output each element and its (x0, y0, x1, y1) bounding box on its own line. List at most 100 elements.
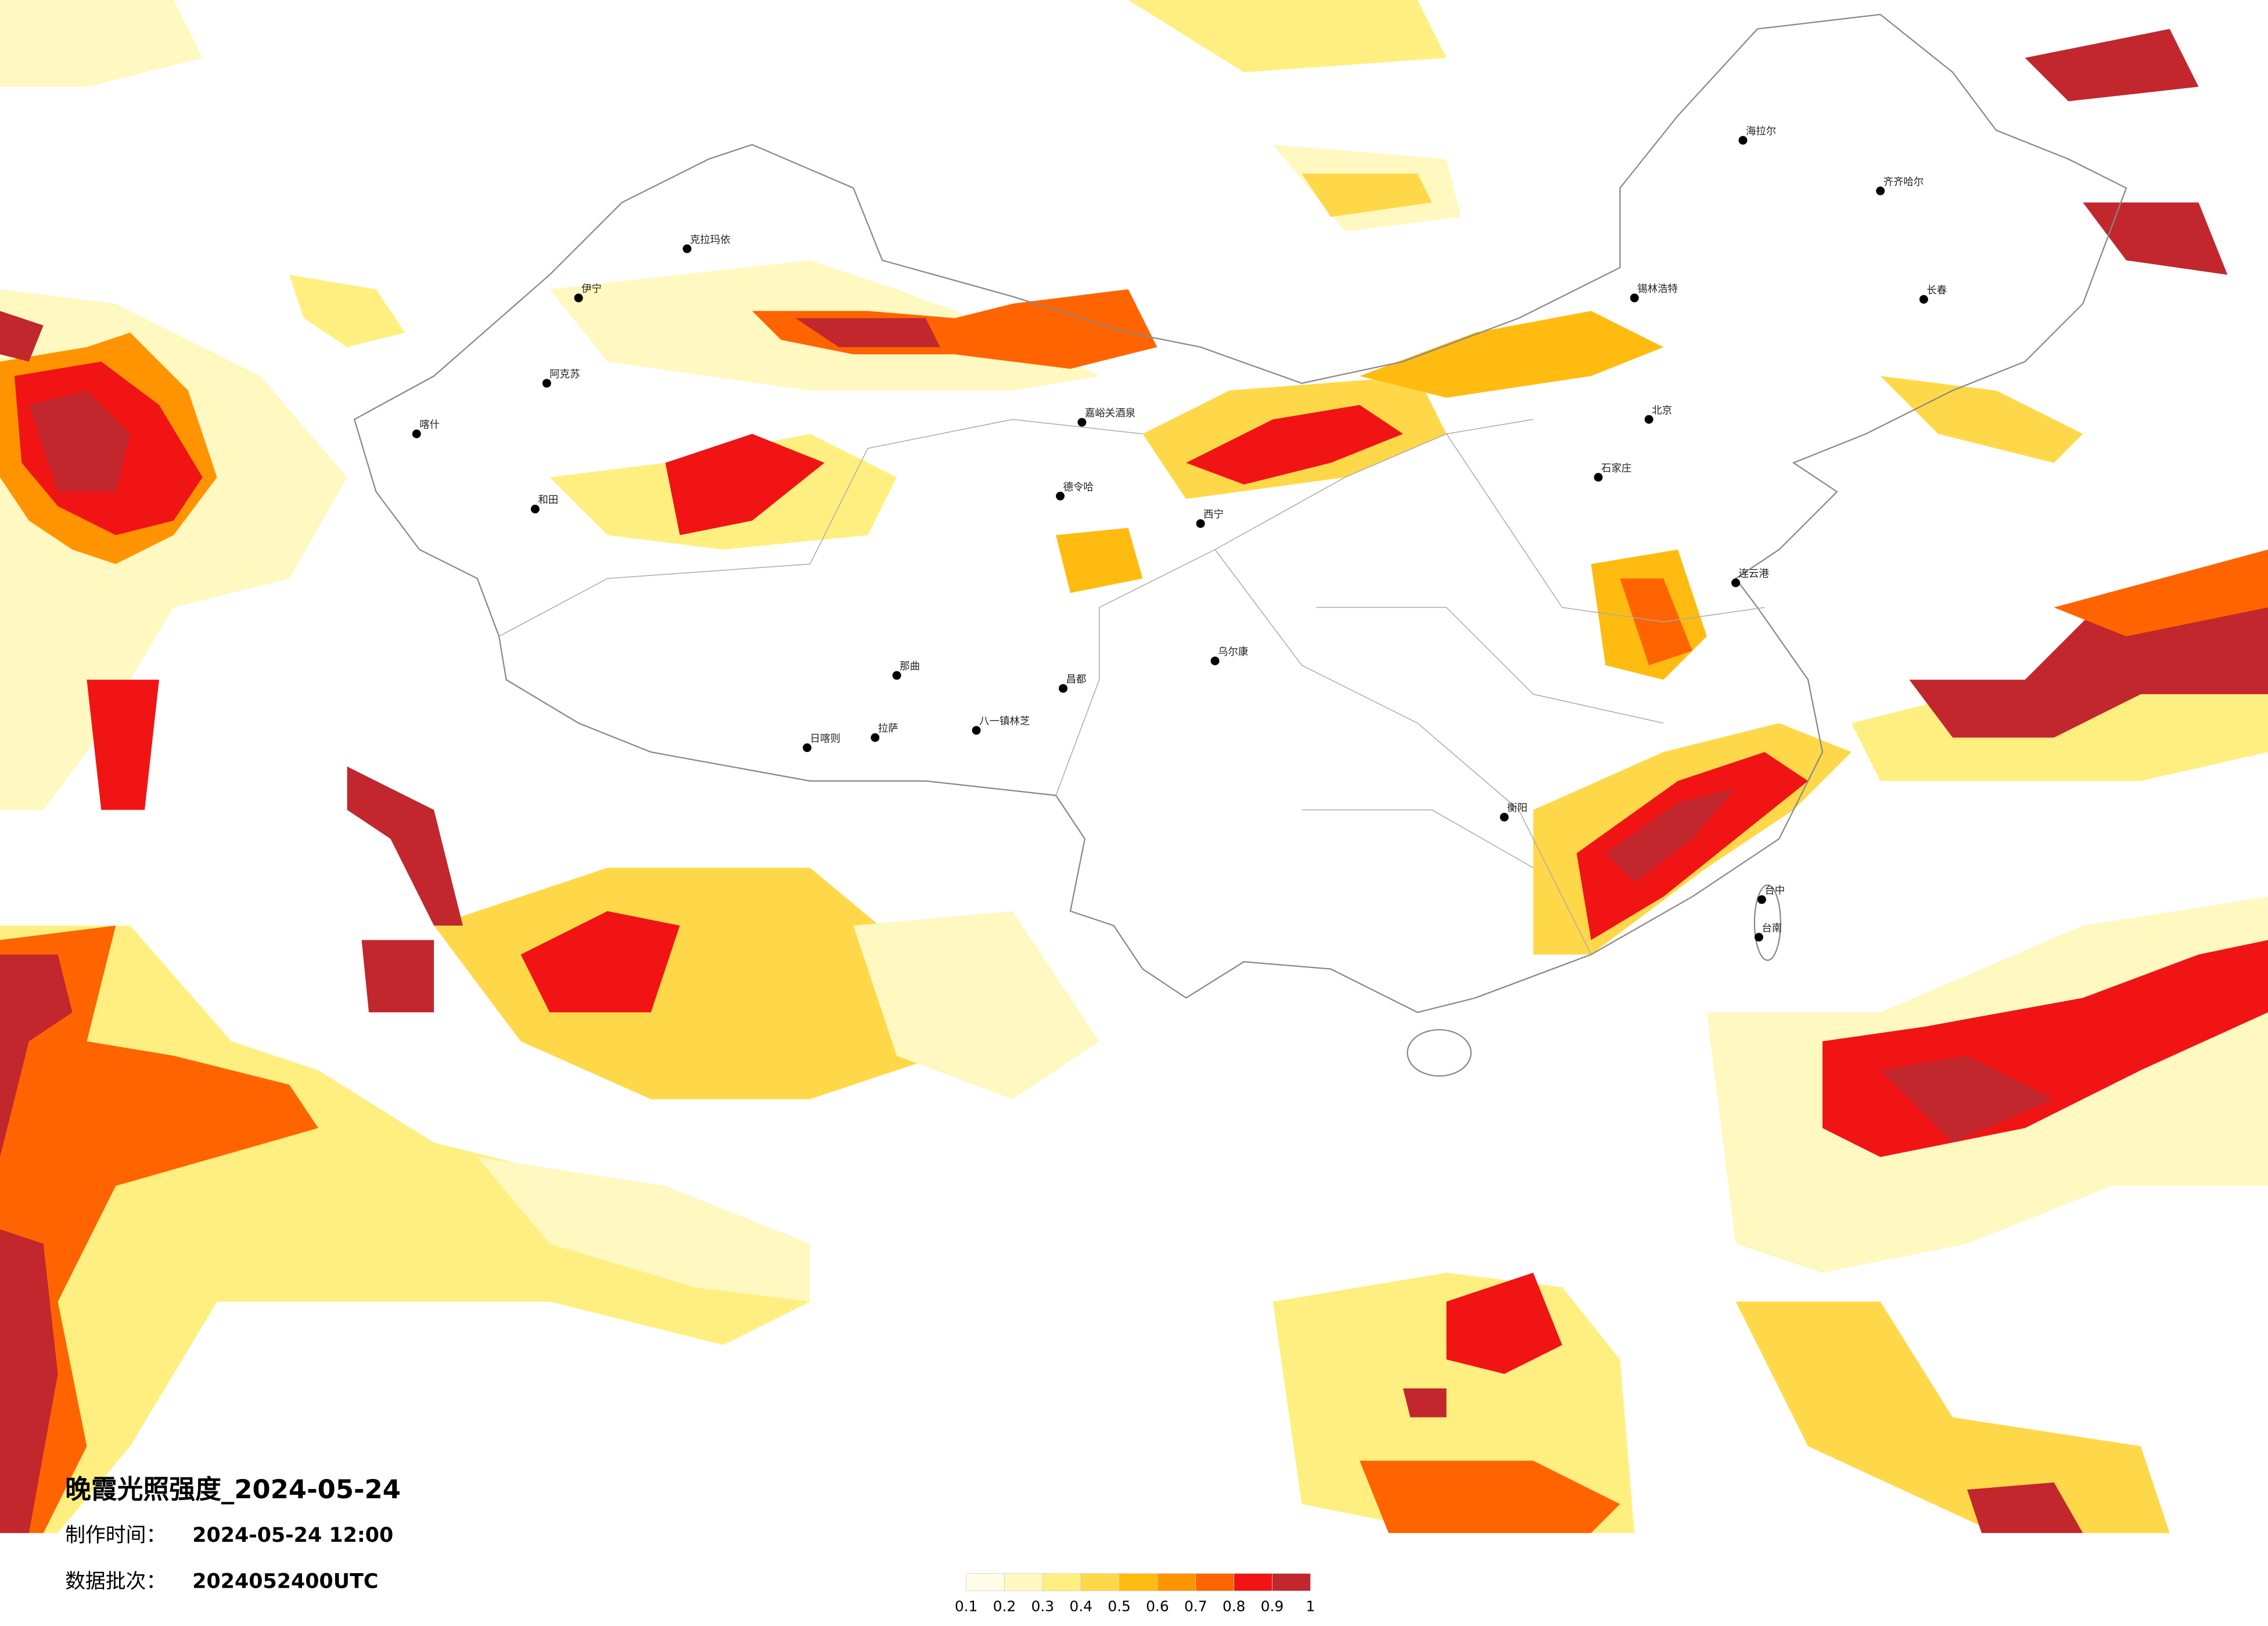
city-dot (1757, 895, 1766, 904)
colorbar-label: 0.2 (993, 1598, 1016, 1614)
city-label: 西宁 (1203, 509, 1224, 521)
city-label: 锡林浩特 (1637, 283, 1678, 295)
heat-layer (0, 0, 2268, 1533)
heat-blob (1128, 0, 1447, 73)
heat-blob (1576, 752, 1809, 940)
city-label: 德令哈 (1063, 481, 1093, 493)
colorbar-label: 0.1 (955, 1598, 978, 1614)
heat-blob (752, 289, 1158, 369)
heat-blob (87, 679, 159, 810)
province-lines (498, 419, 1765, 955)
heat-blob (2054, 549, 2268, 636)
city-label: 齐齐哈尔 (1884, 177, 1924, 188)
heat-blob (0, 925, 318, 1533)
colorbar-label: 0.5 (1108, 1598, 1131, 1614)
production-time-value: 2024-05-24 12:00 (192, 1524, 393, 1547)
heat-blob (289, 275, 405, 347)
city-dot (1876, 186, 1885, 196)
heat-blob (1403, 1388, 1447, 1418)
heat-blob (0, 311, 44, 362)
heat-blob (1302, 173, 1432, 217)
city-label: 衡阳 (1507, 803, 1527, 814)
colorbar-label: 0.6 (1146, 1598, 1169, 1614)
boundaries (353, 13, 2127, 1077)
heat-blob (1605, 788, 1736, 883)
city-label: 台中 (1764, 885, 1785, 897)
city-dot (574, 293, 583, 303)
city-dot (1594, 473, 1603, 482)
heat-blob (1620, 578, 1692, 665)
heat-blob (853, 911, 1099, 1099)
colorbar-label: 0.8 (1223, 1598, 1246, 1614)
city-dot (803, 743, 812, 753)
colorbar-swatch (1157, 1573, 1196, 1591)
heat-blob (1056, 528, 1143, 593)
city-dot (1630, 293, 1639, 303)
city-label: 喀什 (419, 419, 440, 431)
city-label: 嘉峪关酒泉 (1085, 408, 1135, 419)
city-label: 北京 (1652, 405, 1672, 416)
heat-blob (520, 911, 680, 1013)
colorbar-swatch (1042, 1573, 1081, 1591)
heat-blob (361, 940, 434, 1013)
city-label: 台南 (1762, 923, 1782, 934)
production-time-label: 制作时间： (65, 1524, 166, 1547)
heat-blob (1360, 311, 1663, 398)
colorbar-label: 0.7 (1184, 1598, 1207, 1614)
city-dot (1919, 295, 1928, 304)
city-label: 克拉玛依 (690, 234, 731, 246)
heat-blob (1967, 1482, 2083, 1533)
colorbar-swatch (966, 1573, 1005, 1591)
city-dot (530, 505, 540, 514)
heat-blob (1880, 1056, 2054, 1143)
colorbar-swatch (1272, 1573, 1311, 1591)
city-dot (1210, 656, 1220, 665)
data-batch-value: 2024052400UTC (192, 1570, 378, 1593)
city-label: 和田 (538, 495, 558, 506)
city-dot (412, 429, 421, 438)
heat-blob (2025, 28, 2199, 102)
city-dot (972, 726, 981, 735)
city-dot (542, 379, 551, 388)
city-dot (1731, 578, 1740, 588)
city-label: 八一镇林芝 (979, 716, 1030, 728)
city-dot (1500, 812, 1509, 822)
heat-blob (28, 390, 131, 492)
city-dot (1644, 415, 1654, 424)
city-dot (1058, 684, 1067, 693)
heat-blob (1186, 405, 1403, 485)
colorbar-label: 1 (1306, 1598, 1315, 1614)
city-label: 那曲 (900, 661, 920, 672)
colorbar-swatch (1234, 1573, 1273, 1591)
hainan-outline (1407, 1029, 1472, 1077)
heat-blob (434, 868, 940, 1099)
colorbar-label: 0.3 (1031, 1598, 1055, 1614)
colorbar-swatch (1195, 1573, 1234, 1591)
heat-blob (795, 318, 940, 347)
city-label: 乌尔康 (1218, 646, 1248, 658)
data-batch-label: 数据批次： (65, 1570, 166, 1593)
map-title: 晚霞光照强度_2024-05-24 (65, 1474, 401, 1505)
colorbar: 0.1 0.2 0.3 0.4 0.5 0.6 0.7 0.8 0.9 1 (955, 1573, 1315, 1614)
colorbar-label: 0.9 (1261, 1598, 1284, 1614)
city-label: 伊宁 (581, 283, 602, 295)
city-dot (1738, 136, 1748, 145)
heat-blob (2083, 202, 2228, 275)
city-dot (1754, 933, 1763, 942)
colorbar-label: 0.4 (1069, 1598, 1092, 1614)
city-label: 连云港 (1739, 569, 1770, 580)
heat-blob (1360, 1460, 1620, 1533)
heat-blob (0, 0, 203, 87)
heat-blob (665, 434, 825, 535)
colorbar-swatch (1080, 1573, 1120, 1591)
city-label: 海拉尔 (1746, 126, 1776, 138)
city-dot (682, 244, 692, 253)
country-outline (353, 13, 2127, 1013)
colorbar-swatch (1119, 1573, 1158, 1591)
city-dot (1077, 418, 1087, 427)
city-label: 拉萨 (878, 723, 898, 735)
heat-blob (1880, 376, 2083, 463)
